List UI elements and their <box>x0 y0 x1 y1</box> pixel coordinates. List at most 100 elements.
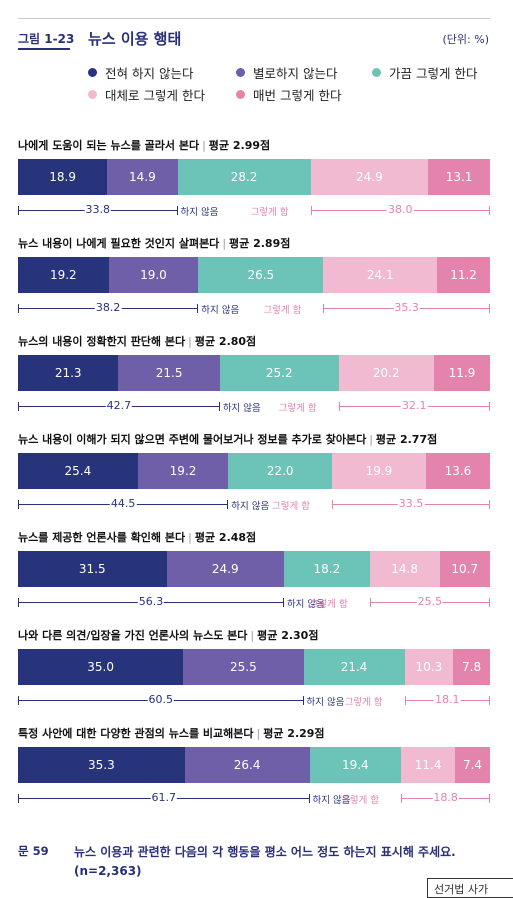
question-label: 뉴스의 내용이 정확한지 판단해 본다 <box>18 335 186 348</box>
bar-row: 21.3 21.5 25.2 20.2 11.9 <box>18 355 490 391</box>
average-score: 평균 2.77점 <box>375 433 438 446</box>
title-separator: | <box>188 335 192 348</box>
doing-label: 그렇게 함 <box>309 599 348 610</box>
legend-label: 대체로 그렇게 한다 <box>105 88 205 103</box>
legend-dot-icon <box>236 90 245 99</box>
not-doing-bracket: 38.2 하지 않음 <box>18 301 258 316</box>
doing-label: 그렇게 함 <box>344 697 383 708</box>
figure-number: 그림 1-23 <box>18 32 75 46</box>
average-score: 평균 2.89점 <box>229 237 291 250</box>
doing-total: 18.8 <box>432 791 459 804</box>
bar-segment: 10.7 <box>439 551 490 587</box>
doing-total: 35.3 <box>393 301 420 314</box>
bar-row: 35.3 26.4 19.4 11.4 7.4 <box>18 747 490 783</box>
question-title: 뉴스 내용이 나에게 필요한 것인지 살펴본다 | 평균 2.89점 <box>18 235 290 251</box>
not-doing-bracket: 44.5 하지 않음 <box>18 497 288 512</box>
bar-segment: 21.5 <box>118 355 220 391</box>
doing-label: 그렇게 함 <box>278 403 317 414</box>
average-score: 평균 2.30점 <box>257 629 319 642</box>
bar-segment: 7.8 <box>453 649 490 685</box>
not-doing-label: 하지 않음 <box>306 697 345 708</box>
bar-segment: 24.9 <box>310 159 429 195</box>
bar-segment: 24.9 <box>166 551 284 587</box>
question-title: 특정 사안에 대한 다양한 관점의 뉴스를 비교해본다 | 평균 2.29점 <box>18 725 325 741</box>
legend-label: 가끔 그렇게 한다 <box>389 66 478 81</box>
doing-bracket: 35.3 그렇게 함 <box>263 301 490 316</box>
bar-segment: 28.2 <box>177 159 311 195</box>
figure-title: 뉴스 이용 행태 <box>88 30 182 48</box>
title-separator: | <box>250 629 255 642</box>
bracket-tick <box>338 402 340 411</box>
bracket-tick <box>401 794 403 803</box>
not-doing-bracket: 56.3 하지 않음 <box>18 595 344 610</box>
doing-bracket: 33.5 그렇게 함 <box>272 497 490 512</box>
bracket-tick <box>18 500 19 509</box>
bar-segment: 13.6 <box>425 453 490 489</box>
doing-bracket: 18.8 그렇게 함 <box>341 791 490 806</box>
bar-segment: 35.0 <box>18 649 184 685</box>
bar-row: 25.4 19.2 22.0 19.9 13.6 <box>18 453 490 489</box>
bracket-tick <box>227 500 229 509</box>
doing-total: 33.5 <box>397 497 425 510</box>
question-label: 나에게 도움이 되는 뉴스를 골라서 본다 <box>18 139 200 152</box>
title-separator: | <box>222 237 227 250</box>
legend-item: 전혀 하지 않는다 <box>88 63 193 82</box>
bracket-tick <box>488 206 490 215</box>
title-separator: | <box>256 727 261 740</box>
question-title: 뉴스 내용이 이해가 되지 않으면 주변에 물어보거나 정보를 추가로 찾아본다… <box>18 431 437 447</box>
bracket-tick <box>197 304 199 313</box>
bar-segment: 18.2 <box>283 551 370 587</box>
legend-dot-icon <box>88 90 97 99</box>
average-score: 평균 2.80점 <box>194 335 257 348</box>
question-title: 뉴스를 제공한 언론사를 확인해 본다 | 평균 2.48점 <box>18 529 256 545</box>
average-score: 평균 2.48점 <box>194 531 257 544</box>
question-label: 뉴스를 제공한 언론사를 확인해 본다 <box>18 531 186 544</box>
not-doing-total: 56.3 <box>137 595 165 608</box>
doing-total: 18.1 <box>434 693 461 706</box>
bracket-tick <box>18 304 19 313</box>
doing-label: 그렇게 함 <box>341 795 380 806</box>
bar-segment: 11.4 <box>401 747 456 783</box>
question-label: 나와 다른 의견/입장을 가진 언론사의 뉴스도 본다 <box>18 629 248 642</box>
bar-segment: 7.4 <box>455 747 490 783</box>
bracket-tick <box>302 696 304 705</box>
legend-item: 별로하지 않는다 <box>236 63 337 82</box>
not-doing-total: 38.2 <box>94 301 122 314</box>
legend-item: 매번 그렇게 한다 <box>236 85 341 104</box>
not-doing-total: 44.5 <box>109 497 137 510</box>
bar-row: 18.9 14.9 28.2 24.9 13.1 <box>18 159 490 195</box>
figure-number-underline <box>18 48 70 50</box>
bracket-tick <box>310 206 312 215</box>
bracket-tick <box>218 402 220 411</box>
bracket-tick <box>323 304 325 313</box>
question-number: 문 59 <box>18 844 49 858</box>
bracket-tick <box>18 696 19 705</box>
not-doing-label: 하지 않음 <box>180 207 219 218</box>
bar-segment: 24.1 <box>323 257 438 293</box>
not-doing-label: 하지 않음 <box>231 501 270 512</box>
bar-row: 31.5 24.9 18.2 14.8 10.7 <box>18 551 490 587</box>
bracket-tick <box>488 794 490 803</box>
bracket-tick <box>18 794 19 803</box>
average-score: 평균 2.99점 <box>208 139 271 152</box>
doing-total: 38.0 <box>387 203 414 216</box>
bar-segment: 19.4 <box>309 747 402 783</box>
bar-segment: 21.4 <box>303 649 405 685</box>
doing-bracket: 25.5 그렇게 함 <box>309 595 490 610</box>
doing-total: 25.5 <box>416 595 444 608</box>
title-separator: | <box>369 433 373 446</box>
bracket-tick <box>282 598 284 607</box>
bar-segment: 26.4 <box>184 747 310 783</box>
not-doing-bracket: 61.7 하지 않음 <box>18 791 370 806</box>
bar-segment: 19.9 <box>332 453 426 489</box>
bracket-tick <box>18 402 19 411</box>
bar-segment: 35.3 <box>18 747 185 783</box>
doing-bracket: 18.1 그렇게 함 <box>344 693 490 708</box>
legend-dot-icon <box>372 68 381 77</box>
question-title: 뉴스의 내용이 정확한지 판단해 본다 | 평균 2.80점 <box>18 333 256 349</box>
bar-segment: 25.5 <box>183 649 304 685</box>
question-title: 나와 다른 의견/입장을 가진 언론사의 뉴스도 본다 | 평균 2.30점 <box>18 627 318 643</box>
bracket-tick <box>488 696 490 705</box>
bracket-tick <box>488 304 490 313</box>
